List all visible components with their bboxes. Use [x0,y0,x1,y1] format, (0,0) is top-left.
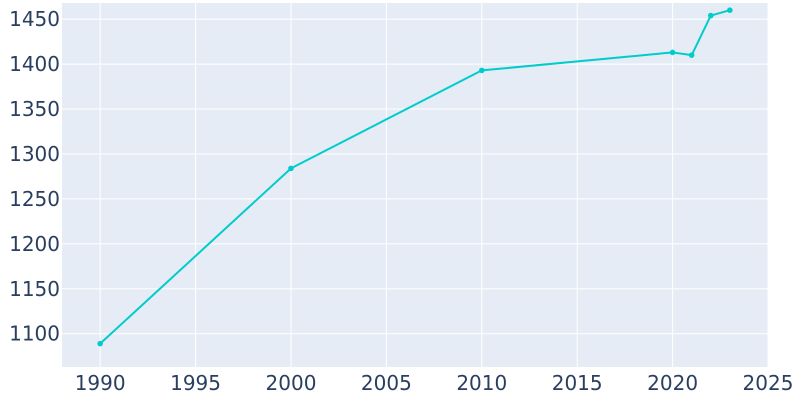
y-tick-label: 1300 [9,142,60,166]
x-tick-label: 1995 [170,371,221,395]
y-axis-tick-labels: 1100 1150 1200 1250 1300 1350 1400 1450 [9,7,60,346]
y-tick-label: 1450 [9,7,60,31]
data-point [727,7,733,13]
x-tick-label: 2015 [552,371,603,395]
y-tick-label: 1350 [9,97,60,121]
data-point [688,52,695,58]
x-axis-tick-labels: 1990 1995 2000 2005 2010 2015 2020 2025 [75,371,794,395]
y-tick-label: 1200 [9,232,60,256]
x-tick-label: 2020 [647,371,698,395]
data-point [288,165,294,172]
y-tick-label: 1150 [9,277,60,301]
x-tick-label: 2025 [743,371,794,395]
series-group [97,7,733,347]
grid-lines [62,3,769,367]
plot-area [62,3,768,367]
data-point [97,340,103,347]
y-tick-label: 1250 [9,187,60,211]
data-point [707,12,714,19]
data-point [478,67,485,74]
y-tick-label: 1400 [9,52,60,76]
x-tick-label: 2010 [456,371,507,395]
y-tick-label: 1100 [9,322,60,346]
x-tick-label: 2000 [266,371,317,395]
data-point [669,49,676,56]
x-tick-label: 1990 [75,371,126,395]
x-tick-label: 2005 [361,371,412,395]
